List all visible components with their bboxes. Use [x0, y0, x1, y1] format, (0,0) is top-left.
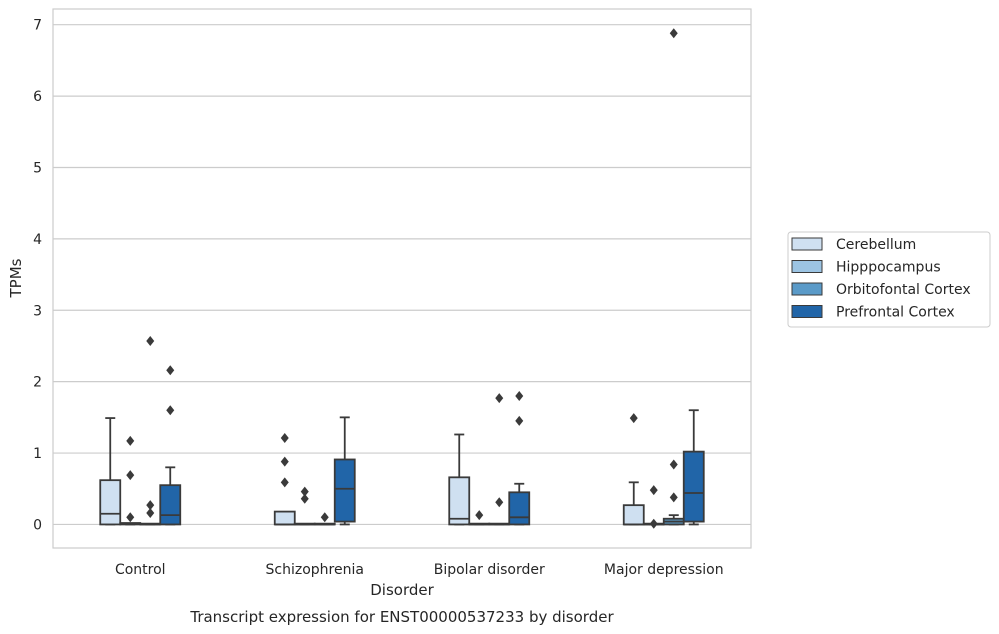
outlier-point [280, 477, 289, 488]
box-prefrontal-cortex-major-depression [682, 409, 705, 526]
box-cerebellum-bipolar-disorder [448, 433, 471, 526]
chart-caption: Transcript expression for ENST0000053723… [189, 608, 614, 626]
outlier-point [300, 486, 309, 497]
outlier-point [475, 510, 484, 521]
legend-label: Prefrontal Cortex [836, 305, 955, 321]
y-tick-label-7: 7 [33, 18, 42, 34]
x-axis-label: Disorder [370, 581, 434, 599]
box-cerebellum-major-depression [622, 413, 645, 526]
box-body [448, 476, 471, 526]
box-body [622, 504, 645, 526]
outlier-point [280, 433, 289, 444]
box-body [682, 450, 705, 523]
legend-item-hipppocampus: Hipppocampus [791, 260, 941, 276]
outlier-point [495, 497, 504, 508]
plot-frame [52, 8, 752, 549]
outlier-point [515, 390, 524, 401]
box-cerebellum-control [99, 417, 122, 526]
outlier-point [126, 435, 135, 446]
outlier-point [166, 405, 175, 416]
box-hipppocampus-control [119, 435, 142, 526]
box-body [159, 484, 182, 526]
outlier-point [126, 512, 135, 523]
legend-item-orbitofontal-cortex: Orbitofontal Cortex [791, 282, 971, 298]
outlier-point [146, 508, 155, 519]
legend-swatch [791, 260, 823, 273]
y-tick-label-1: 1 [33, 446, 42, 462]
outlier-point [166, 365, 175, 376]
box-body [333, 458, 356, 523]
outlier-point [320, 512, 329, 523]
legend-item-cerebellum: Cerebellum [791, 237, 916, 253]
outlier-point [146, 335, 155, 346]
outlier-point [300, 493, 309, 504]
y-tick-label-4: 4 [33, 232, 42, 248]
box-orbitofontal-cortex-control [139, 335, 162, 526]
x-tick-label-control: Control [115, 562, 166, 578]
y-tick-label-3: 3 [33, 303, 42, 319]
legend-label: Hipppocampus [836, 260, 941, 276]
legend-swatch [791, 237, 823, 251]
box-body [508, 491, 531, 526]
outlier-point [649, 485, 658, 496]
outlier-point [126, 470, 135, 481]
legend-swatch [791, 305, 823, 318]
box-orbitofontal-cortex-schizophrenia [313, 512, 336, 526]
box-orbitofontal-cortex-bipolar-disorder [488, 393, 511, 526]
box-hipppocampus-schizophrenia [293, 486, 316, 526]
y-tick-label-0: 0 [33, 517, 42, 533]
box-hipppocampus-bipolar-disorder [468, 510, 491, 526]
x-tick-label-bipolar-disorder: Bipolar disorder [434, 562, 545, 578]
box-body [99, 479, 122, 526]
legend-label: Orbitofontal Cortex [836, 282, 971, 298]
x-tick-label-major-depression: Major depression [604, 562, 724, 578]
legend-frame [787, 231, 991, 328]
outlier-point [146, 500, 155, 511]
box-prefrontal-cortex-control [159, 365, 182, 526]
outlier-point [495, 393, 504, 404]
y-axis-ticks: 0 1 2 3 4 5 6 7 [33, 18, 42, 534]
y-tick-label-2: 2 [33, 375, 42, 391]
y-tick-label-5: 5 [33, 160, 42, 176]
outlier-point [669, 492, 678, 503]
legend-item-prefrontal-cortex: Prefrontal Cortex [791, 305, 955, 321]
legend-label: Cerebellum [836, 237, 916, 253]
box-orbitofontal-cortex-major-depression [662, 28, 685, 526]
y-axis-label: TPMs [7, 258, 25, 298]
gridlines [53, 24, 751, 526]
box-hipppocampus-major-depression [642, 485, 665, 529]
box-body [273, 510, 296, 526]
legend: Cerebellum Hipppocampus Orbitofontal Corte… [787, 231, 991, 328]
x-tick-label-schizophrenia: Schizophrenia [266, 562, 364, 578]
legend-swatch [791, 282, 823, 296]
outlier-point [280, 456, 289, 467]
box-prefrontal-cortex-schizophrenia [333, 416, 356, 526]
outlier-point [515, 415, 524, 426]
boxes [99, 28, 705, 529]
outlier-point [669, 28, 678, 39]
outlier-point [649, 518, 658, 529]
outlier-point [629, 413, 638, 424]
x-axis-ticks: Control Schizophrenia Bipolar disorder Majo… [115, 562, 724, 578]
box-cerebellum-schizophrenia [273, 433, 296, 526]
y-tick-label-6: 6 [33, 89, 42, 105]
box-prefrontal-cortex-bipolar-disorder [508, 390, 531, 526]
outlier-point [669, 459, 678, 470]
